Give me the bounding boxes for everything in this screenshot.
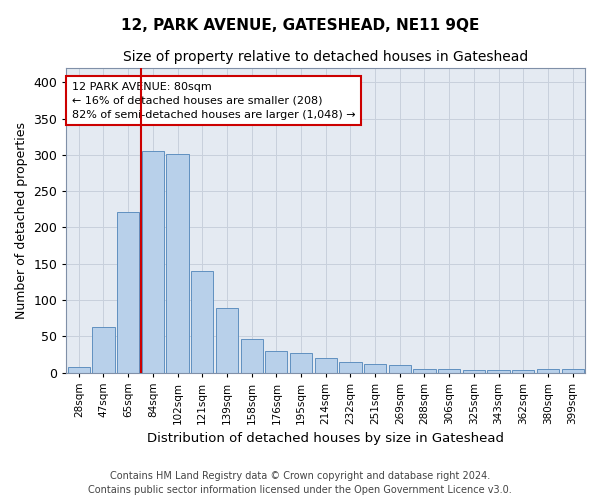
Bar — [142, 152, 164, 372]
Bar — [216, 308, 238, 372]
Bar — [166, 154, 188, 372]
Bar — [241, 339, 263, 372]
Bar — [438, 369, 460, 372]
Bar — [562, 369, 584, 372]
Bar — [117, 212, 139, 372]
Bar — [463, 370, 485, 372]
Bar — [537, 369, 559, 372]
Bar — [389, 366, 411, 372]
X-axis label: Distribution of detached houses by size in Gateshead: Distribution of detached houses by size … — [147, 432, 504, 445]
Bar — [413, 369, 436, 372]
Text: 12 PARK AVENUE: 80sqm
← 16% of detached houses are smaller (208)
82% of semi-det: 12 PARK AVENUE: 80sqm ← 16% of detached … — [71, 82, 355, 120]
Bar — [340, 362, 362, 372]
Bar — [92, 327, 115, 372]
Text: Contains HM Land Registry data © Crown copyright and database right 2024.
Contai: Contains HM Land Registry data © Crown c… — [88, 471, 512, 495]
Bar — [68, 366, 90, 372]
Y-axis label: Number of detached properties: Number of detached properties — [15, 122, 28, 318]
Bar — [512, 370, 535, 372]
Bar — [191, 271, 214, 372]
Bar — [314, 358, 337, 372]
Bar — [290, 353, 312, 372]
Bar — [265, 351, 287, 372]
Bar — [364, 364, 386, 372]
Text: 12, PARK AVENUE, GATESHEAD, NE11 9QE: 12, PARK AVENUE, GATESHEAD, NE11 9QE — [121, 18, 479, 32]
Title: Size of property relative to detached houses in Gateshead: Size of property relative to detached ho… — [123, 50, 529, 64]
Bar — [487, 370, 509, 372]
